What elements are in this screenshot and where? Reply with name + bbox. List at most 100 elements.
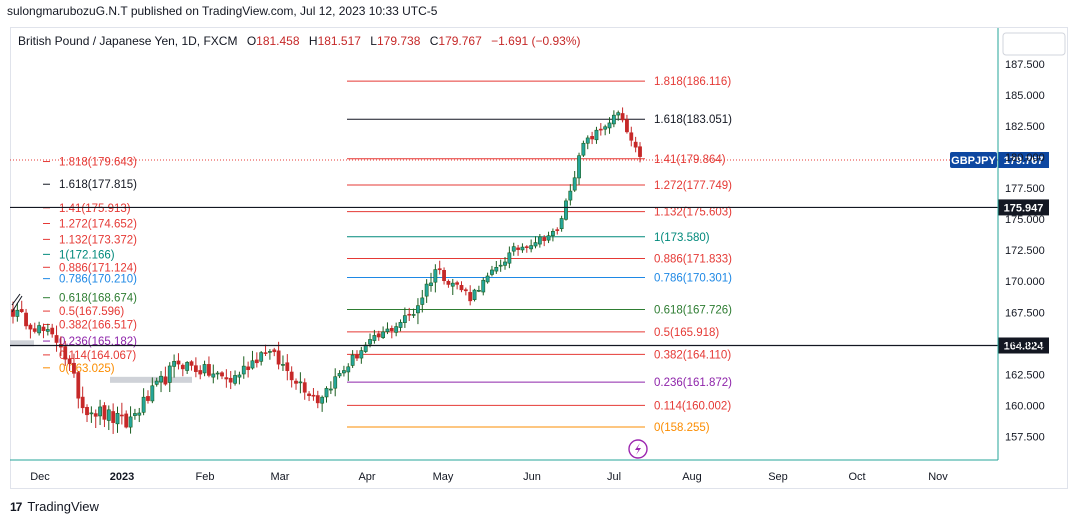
candle <box>568 184 573 206</box>
candle <box>346 363 351 381</box>
candle <box>402 307 407 328</box>
candle <box>93 409 98 429</box>
x-tick-label: May <box>433 471 454 483</box>
candle <box>281 355 285 371</box>
candle <box>41 323 46 339</box>
footer-brand: TradingView <box>27 499 99 514</box>
candle <box>463 287 468 296</box>
candle <box>529 239 534 253</box>
candle <box>24 308 28 330</box>
candle <box>54 325 59 352</box>
candle <box>342 365 346 377</box>
candle <box>89 406 94 423</box>
fib-right-label: 1.818(186.116) <box>654 76 731 88</box>
candle <box>15 302 20 322</box>
candle <box>520 243 525 253</box>
candle <box>67 355 72 371</box>
candle <box>207 356 211 378</box>
candle <box>511 242 516 256</box>
candle <box>616 110 621 121</box>
candle <box>638 142 642 163</box>
fib-left-label: 0.114(164.067) <box>59 350 136 362</box>
y-tick-label: 180.000 <box>1005 152 1045 164</box>
highlight-zone <box>10 340 34 347</box>
candle <box>524 245 529 253</box>
candle <box>167 362 172 393</box>
fib-right-label: 0.886(171.833) <box>654 253 732 265</box>
candle <box>564 198 568 221</box>
candle <box>455 280 460 290</box>
candle <box>372 329 377 344</box>
last-price-badge <box>998 151 1049 168</box>
candle <box>607 117 612 134</box>
candle <box>241 356 246 379</box>
high-value: 181.517 <box>318 34 362 48</box>
candle <box>437 260 442 275</box>
candle <box>189 360 194 371</box>
candle <box>503 257 507 270</box>
candle <box>481 277 486 296</box>
candle <box>276 341 281 370</box>
candle <box>307 391 311 402</box>
candle <box>494 260 499 274</box>
candle <box>411 308 416 319</box>
y-tick-label: 165.000 <box>1005 338 1045 350</box>
price-badge-label: 175.947 <box>1004 202 1044 214</box>
candle <box>459 281 464 293</box>
price-badge <box>998 199 1049 216</box>
candle <box>407 307 412 321</box>
x-tick-label: Nov <box>928 471 948 483</box>
fib-right-label: 0.382(164.110) <box>654 349 731 361</box>
candle <box>294 378 298 390</box>
candle <box>551 228 555 242</box>
candle <box>289 366 294 388</box>
high-label: H <box>309 34 318 48</box>
fib-left-label: 0(163.025) <box>59 363 115 375</box>
svg-text:British Pound / Japanese Yen,: British Pound / Japanese Yen, 1D, FXCM O… <box>18 34 581 48</box>
candle <box>215 370 220 380</box>
candle <box>590 131 595 145</box>
fib-right-label: 0.236(161.872) <box>654 377 732 389</box>
x-tick-label: Feb <box>196 471 215 483</box>
x-tick-label: Aug <box>682 471 702 483</box>
candle <box>72 353 76 378</box>
candle <box>315 390 320 409</box>
fib-right-label: 1.272(177.749) <box>654 180 732 192</box>
candle <box>442 267 446 285</box>
y-tick-label: 182.500 <box>1005 121 1045 133</box>
x-tick-label: Mar <box>271 471 290 483</box>
candle <box>111 403 116 434</box>
flash-icon[interactable] <box>628 439 648 459</box>
candle <box>363 342 368 354</box>
candle <box>220 371 224 380</box>
y-tick-label: 175.000 <box>1005 214 1045 226</box>
candle <box>555 227 560 235</box>
candle <box>355 350 359 361</box>
candle <box>450 278 455 295</box>
x-tick-label: Apr <box>358 471 375 483</box>
candle <box>498 259 503 272</box>
fib-right-label: 1.618(183.051) <box>654 114 732 126</box>
candle <box>581 140 586 157</box>
x-tick-label: Sep <box>768 471 788 483</box>
candle <box>485 272 490 284</box>
candle <box>28 323 33 339</box>
fib-right-label: 0(158.255) <box>654 422 710 434</box>
candle <box>350 350 355 368</box>
fib-left-label: 0.5(167.596) <box>59 306 124 318</box>
x-tick-label: Jul <box>607 471 621 483</box>
open-label: O <box>247 34 256 48</box>
fib-left-label: 1.618(177.815) <box>59 179 137 191</box>
fib-left-label: 1.41(175.913) <box>59 203 131 215</box>
y-tick-label: 185.000 <box>1005 90 1045 102</box>
candle <box>424 279 429 303</box>
legend-symbol: British Pound / Japanese Yen, 1D, FXCM <box>18 34 237 48</box>
y-tick-label: 187.500 <box>1005 59 1045 71</box>
candle <box>124 410 129 429</box>
y-tick-label: 167.500 <box>1005 307 1045 319</box>
fib-left-label: 0.382(166.517) <box>59 319 137 331</box>
settings-button[interactable] <box>1002 32 1066 56</box>
candle <box>237 371 242 385</box>
y-tick-label: 160.000 <box>1005 400 1045 412</box>
